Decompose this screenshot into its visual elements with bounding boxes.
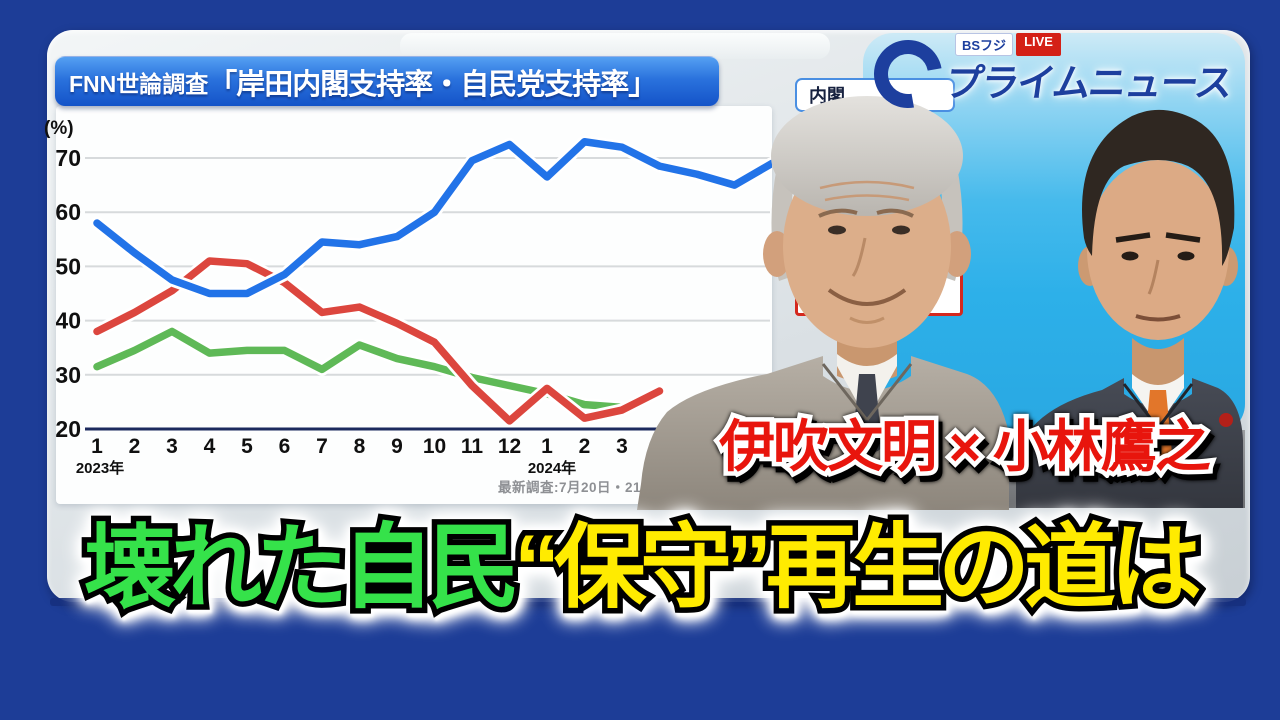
eyebrow-left: [818, 208, 858, 218]
svg-text:50: 50: [56, 253, 81, 279]
headline-green-part: 壊れた自民: [78, 512, 525, 625]
svg-text:30: 30: [56, 362, 81, 388]
headline-yellow-part: “保守”再生の道は: [508, 512, 1207, 625]
y-axis-unit-label: (%): [44, 118, 74, 139]
survey-date-footnote: 最新調査:7月20日・21日 RD: [498, 480, 680, 495]
eye-right: [1177, 251, 1195, 261]
eye-right: [892, 225, 910, 235]
guest-names: 伊吹文明 × 小林鷹之: [715, 411, 1216, 483]
svg-text:10: 10: [423, 435, 446, 458]
flipboard-page-edge: [400, 33, 830, 59]
dark-tie: [852, 374, 882, 454]
logo-badges: BSフジ LIVE: [955, 33, 1061, 56]
forehead-wrinkle-2: [824, 194, 910, 202]
svg-text:8: 8: [354, 435, 366, 458]
svg-text:60: 60: [56, 199, 81, 225]
svg-text:5: 5: [241, 435, 253, 458]
suit-lapels: [821, 363, 913, 421]
face: [1087, 160, 1229, 340]
chart-title-prefix: FNN世論調査: [69, 70, 209, 97]
gray-hair: [771, 96, 963, 216]
guest-photo-ibuki: [637, 96, 1009, 510]
chin-line: [849, 316, 885, 324]
svg-text:9: 9: [391, 435, 403, 458]
svg-text:3: 3: [166, 435, 178, 458]
svg-text:2: 2: [579, 435, 591, 458]
dark-hair: [1082, 109, 1235, 266]
svg-text:1: 1: [91, 435, 103, 458]
mouth: [1135, 314, 1181, 322]
svg-text:1: 1: [541, 435, 553, 458]
eyebrow-right: [876, 208, 914, 218]
forehead-wrinkle: [819, 180, 915, 190]
poll-chart-panel: 70 60 50 40 30 20 1 2 3 4 5 6 7 8 9 10 11 12 1 2 3 2023年 2024年: [56, 106, 772, 504]
guest-photo-kobayashi: [1016, 109, 1243, 508]
suit-lapels: [1122, 383, 1194, 429]
svg-text:7: 7: [316, 435, 328, 458]
lapel-pin: [1219, 413, 1233, 427]
chart-title-main: 「岸田内閣支持率・自民党支持率」: [208, 68, 657, 101]
svg-text:2024年: 2024年: [528, 459, 576, 477]
nose: [851, 237, 867, 277]
svg-text:12: 12: [498, 435, 521, 458]
gray-suit: [637, 356, 1009, 510]
svg-text:40: 40: [56, 308, 81, 334]
live-badge: LIVE: [1016, 33, 1061, 56]
eye-left: [1121, 251, 1139, 261]
chart-title-banner: FNN世論調査 「岸田内閣支持率・自民党支持率」: [55, 56, 719, 106]
svg-text:2: 2: [129, 435, 141, 458]
bsfuji-badge: BSフジ: [955, 33, 1014, 56]
mouth-smile: [827, 288, 907, 306]
svg-text:6: 6: [279, 435, 291, 458]
nose: [1147, 259, 1160, 295]
svg-text:2023年: 2023年: [76, 459, 124, 477]
orange-tie: [1142, 390, 1174, 480]
headline: 壊れた自民“保守”再生の道は: [20, 498, 1260, 658]
svg-text:11: 11: [461, 435, 484, 458]
svg-text:3: 3: [616, 435, 628, 458]
svg-text:70: 70: [56, 145, 81, 171]
eyebrow-right: [1165, 232, 1201, 243]
eye-left: [828, 225, 846, 235]
flipboard-bottom-edge: [50, 598, 1246, 606]
neck: [1132, 338, 1184, 392]
eyebrow-left: [1115, 232, 1151, 243]
svg-text:20: 20: [56, 416, 81, 442]
svg-text:4: 4: [204, 435, 216, 458]
program-title: プライムニュース: [942, 63, 1234, 105]
navy-suit: [1016, 378, 1243, 508]
